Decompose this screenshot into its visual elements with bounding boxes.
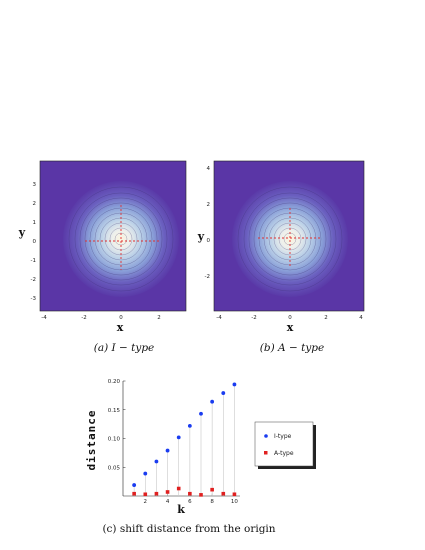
- panel-b-x-tick: 2: [324, 315, 328, 321]
- chart-c-x-tick: 6: [188, 499, 192, 505]
- chart-c-point-a-type: [143, 492, 148, 497]
- panel-a-y-tick: 2: [33, 201, 37, 207]
- panel-b-x-tick: 4: [359, 315, 363, 321]
- chart-c-point-a-type: [210, 487, 214, 492]
- chart-c-y-tick: 0.15: [108, 408, 121, 414]
- panel-a-y-tick: -2: [31, 277, 36, 283]
- chart-c-point-i-type: [232, 382, 237, 387]
- chart-c-point-a-type: [221, 491, 226, 496]
- chart-c-point-a-type: [165, 490, 170, 494]
- legend-label-i-type: I-type: [274, 433, 292, 440]
- chart-c-point-a-type: [232, 492, 237, 497]
- panel-a-x-tick: -4: [41, 315, 47, 321]
- panel-a-x-tick: 2: [157, 315, 161, 321]
- panel-a-y-tick: 1: [33, 220, 37, 226]
- chart-c-point-i-type: [154, 459, 159, 464]
- chart-c-point-i-type: [132, 483, 137, 487]
- panel-a-xlabel: x: [117, 321, 124, 334]
- panel-a: [39, 160, 187, 312]
- panel-b-caption: (b) A − type: [260, 342, 324, 354]
- panel-a-y-tick: -1: [31, 258, 36, 264]
- chart-c-legend: I-type A-type: [254, 421, 316, 469]
- panel-b-y-tick: 4: [207, 166, 211, 172]
- panel-b-x-tick: -4: [216, 315, 222, 321]
- legend-marker-i-type: [264, 434, 268, 438]
- panel-a-x-tick: -2: [81, 315, 86, 321]
- panel-c: 2 4 6 8 10 0.05 0.10 0.15 0.20 k distance (c) sh…: [85, 379, 276, 535]
- panel-b-x-ticks: -4 -2 0 2 4: [216, 315, 363, 321]
- panel-b-frame: [213, 160, 365, 312]
- chart-c-x-tick: 2: [144, 499, 148, 505]
- chart-c-x-tick: 4: [166, 499, 170, 505]
- chart-c-point-a-type: [132, 491, 136, 496]
- chart-c-point-a-type: [176, 486, 181, 491]
- chart-c-point-i-type: [199, 411, 203, 416]
- panel-a-x-tick: 0: [119, 315, 123, 321]
- chart-c-point-a-type: [188, 491, 192, 496]
- panel-b: [213, 160, 365, 312]
- legend-marker-a-type: [264, 451, 268, 455]
- panel-b-x-tick: -2: [251, 315, 256, 321]
- panel-b-y-tick: 0: [207, 238, 211, 244]
- chart-c-x-tick: 8: [210, 499, 214, 505]
- panel-a-y-ticks: 3 2 1 0 -1 -2 -3: [31, 182, 37, 302]
- chart-c-point-i-type: [143, 471, 148, 476]
- chart-c-point-i-type: [165, 448, 170, 453]
- chart-c-ylabel: distance: [85, 410, 98, 471]
- panel-b-x-tick: 0: [288, 315, 292, 321]
- panel-b-y-tick: 2: [207, 202, 211, 208]
- chart-c-xlabel: k: [177, 503, 185, 516]
- chart-c-point-a-type: [199, 493, 203, 497]
- panel-b-xlabel: x: [287, 321, 294, 334]
- panel-b-y-ticks: 4 2 0 -2: [205, 166, 211, 280]
- panel-a-ylabel: y: [18, 226, 26, 239]
- chart-c-point-i-type: [221, 391, 226, 395]
- chart-c-point-a-type: [154, 491, 159, 496]
- panel-a-frame: [39, 160, 187, 312]
- chart-c-point-i-type: [187, 423, 192, 428]
- legend-box: [254, 421, 314, 467]
- panel-a-x-ticks: -4 -2 0 2: [41, 315, 160, 321]
- panel-a-y-tick: 3: [33, 182, 37, 188]
- panel-a-y-tick: -3: [31, 296, 37, 302]
- chart-c-y-tick: 0.10: [108, 437, 121, 443]
- chart-c-y-tick: 0.20: [108, 379, 121, 385]
- chart-c-point-i-type: [176, 435, 181, 440]
- panel-a-y-tick: 0: [33, 239, 37, 245]
- panel-b-y-tick: -2: [205, 274, 210, 280]
- legend-label-a-type: A-type: [274, 450, 294, 457]
- chart-c-x-tick: 10: [231, 499, 238, 505]
- chart-c-y-tick: 0.05: [108, 465, 121, 471]
- panel-a-caption: (a) I − type: [94, 342, 155, 354]
- chart-c-caption: (c) shift distance from the origin: [102, 523, 275, 535]
- chart-c-point-i-type: [210, 399, 215, 404]
- panel-b-contour-field: [232, 181, 348, 297]
- panel-b-ylabel: y: [197, 230, 205, 243]
